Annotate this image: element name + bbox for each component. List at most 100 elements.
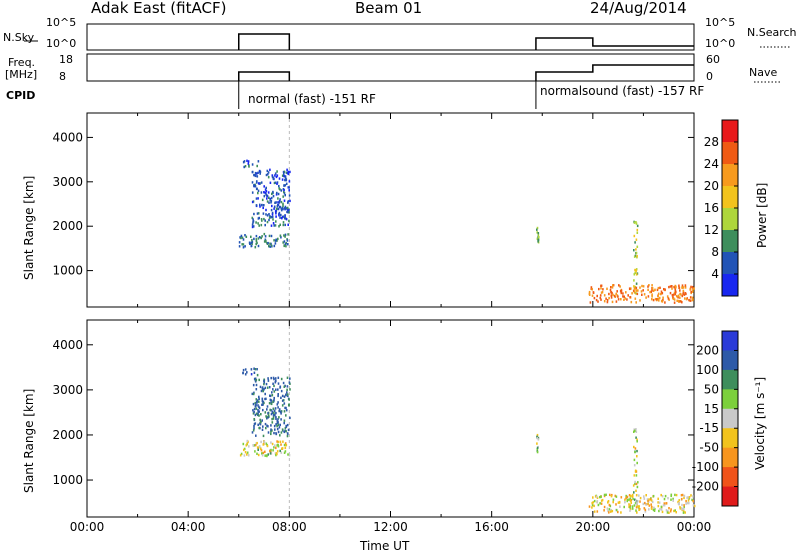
velocity-cell <box>642 502 645 506</box>
velocity-cell <box>288 381 291 384</box>
power-cell <box>603 300 606 303</box>
power-cell <box>635 248 637 251</box>
velocity-cell <box>247 454 250 457</box>
velocity-cell <box>681 497 683 501</box>
velocity-cell <box>648 498 650 501</box>
velocity-cell <box>264 386 267 390</box>
velocity-cell <box>638 508 640 511</box>
velocity-cell <box>651 505 653 509</box>
xtick-label: 08:00 <box>272 520 307 534</box>
power-cell <box>692 287 694 290</box>
velocity-cell <box>255 400 258 404</box>
velocity-cell <box>683 507 685 511</box>
velocity-cell <box>256 452 258 455</box>
power-cell <box>611 291 613 295</box>
velocity-cell <box>636 485 639 489</box>
velocity-cell <box>692 495 694 498</box>
power-cell <box>258 182 261 185</box>
velocity-cell <box>267 425 269 428</box>
velocity-cell <box>285 444 288 447</box>
velocity-cell <box>278 408 281 411</box>
velocity-cell <box>536 450 539 454</box>
velocity-cell <box>281 399 284 402</box>
velocity-cell <box>258 414 260 417</box>
velocity-cell <box>262 400 264 404</box>
power-cell <box>636 292 639 296</box>
velocity-cell <box>266 386 269 389</box>
velocity-cell <box>284 406 286 410</box>
velocity-cell <box>688 496 691 499</box>
power-cell <box>283 184 285 187</box>
velocity-cell <box>288 454 291 457</box>
power-cell <box>263 204 265 207</box>
velocity-cell <box>620 496 623 499</box>
power-cell <box>288 180 291 183</box>
velocity-cell <box>286 391 288 394</box>
nsearch-tick-top: 10^5 <box>705 16 736 29</box>
power-cell <box>274 210 277 213</box>
velocity-cell <box>606 507 609 510</box>
velocity-cell <box>283 402 286 405</box>
velocity-cell <box>647 499 649 503</box>
velocity-cell <box>253 410 255 414</box>
power-cell <box>265 208 267 212</box>
power-cell <box>251 200 254 204</box>
power-cell <box>260 236 262 240</box>
power-cell <box>651 293 653 296</box>
velocity-cell <box>283 421 285 425</box>
velocity-cell <box>261 386 264 389</box>
power-cell <box>264 191 267 194</box>
velocity-cell <box>255 434 257 437</box>
velocity-cell <box>688 501 690 505</box>
velocity-cell <box>636 455 638 458</box>
power-cell <box>649 290 651 294</box>
power-cell <box>284 194 286 197</box>
velocity-cell <box>658 501 661 504</box>
velocity-cell <box>633 428 635 431</box>
power-cell <box>635 268 638 271</box>
velocity-cell <box>259 423 262 426</box>
power-cell <box>265 190 268 193</box>
velocity-cell <box>251 431 254 434</box>
power-cell <box>536 237 539 240</box>
velocity-cell <box>637 500 639 503</box>
velocity-cell <box>272 417 275 420</box>
velocity-cell <box>662 504 665 507</box>
power-cell <box>645 296 647 299</box>
power-cell <box>277 207 279 211</box>
velocity-cell <box>615 495 618 498</box>
velocity-cell <box>277 382 280 385</box>
power-cell <box>690 285 692 289</box>
velocity-cell <box>270 409 272 412</box>
power-cell <box>609 288 612 292</box>
power-cell <box>268 196 270 199</box>
power-cell <box>599 294 602 297</box>
velocity-cell <box>263 388 265 391</box>
velocity-cell <box>638 494 640 497</box>
velocity-cell <box>628 503 630 506</box>
power-cell <box>255 197 258 200</box>
power-cell <box>259 172 261 175</box>
velocity-cell <box>254 401 257 405</box>
xtick-label: 20:00 <box>576 520 611 534</box>
velocity-cell <box>286 376 289 379</box>
power-cell <box>280 209 283 212</box>
velocity-cell <box>271 417 273 421</box>
velocity-colorbar-swatch <box>722 331 738 351</box>
power-cell <box>253 173 255 177</box>
power-cell <box>684 286 687 289</box>
power-cell <box>264 219 266 222</box>
power-cell <box>270 196 273 200</box>
velocity-cell <box>261 428 264 431</box>
power-cell <box>278 214 280 217</box>
power-colorbar-tick-label: 20 <box>704 179 719 193</box>
velocity-cell <box>282 399 285 402</box>
power-cell <box>275 220 277 223</box>
power-cell <box>275 201 277 204</box>
velocity-cell <box>280 389 283 393</box>
velocity-colorbar-swatch <box>722 408 738 429</box>
power-cell <box>254 183 256 186</box>
power-cell <box>654 297 657 301</box>
power-cell <box>268 216 271 219</box>
velocity-cell <box>267 377 269 380</box>
